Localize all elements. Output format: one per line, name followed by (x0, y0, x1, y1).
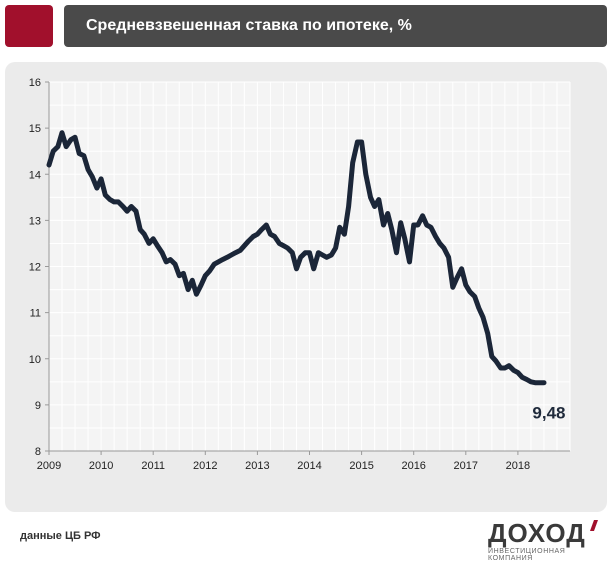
rate-series-line (46, 130, 547, 386)
data-source-note: данные ЦБ РФ (20, 530, 101, 542)
y-tick-label: 13 (29, 215, 41, 227)
x-tick-label: 2014 (297, 460, 321, 472)
chart-title-bar: Средневзвешенная ставка по ипотеке, % (64, 5, 607, 47)
x-tick-label: 2013 (245, 460, 269, 472)
x-tick-label: 2018 (506, 460, 530, 472)
x-tick-label: 2012 (193, 460, 217, 472)
logo-wordmark: ДОХОД (488, 518, 586, 548)
company-logo: ДОХОД ИНВЕСТИЦИОННАЯ КОМПАНИЯ (488, 520, 603, 562)
y-tick-label: 9 (35, 400, 41, 412)
y-tick-label: 16 (29, 77, 41, 89)
x-tick-label: 2015 (349, 460, 373, 472)
x-tick-label: 2010 (89, 460, 113, 472)
y-tick-label: 14 (29, 169, 41, 181)
line-chart: 8 9 10 11 12 13 14 15 16 2009 2010 2011 2012 2013 2014… (29, 77, 571, 472)
chart-title: Средневзвешенная ставка по ипотеке, % (86, 17, 412, 34)
y-tick-label: 10 (29, 354, 41, 366)
brand-accent-square (5, 5, 53, 47)
y-tick-label: 11 (30, 308, 41, 320)
last-value-label: 9,48 (532, 404, 565, 423)
y-tick-label: 8 (35, 446, 41, 458)
y-tick-label: 12 (29, 262, 41, 274)
y-tick-label: 15 (29, 123, 41, 135)
x-tick-label: 2017 (454, 460, 478, 472)
x-tick-label: 2009 (37, 460, 61, 472)
logo-tagline: ИНВЕСТИЦИОННАЯ КОМПАНИЯ (488, 548, 566, 562)
chart-panel: 8 9 10 11 12 13 14 15 16 2009 2010 2011 2012 2013 2014… (5, 62, 607, 512)
x-tick-label: 2011 (141, 460, 165, 472)
x-tick-label: 2016 (401, 460, 425, 472)
